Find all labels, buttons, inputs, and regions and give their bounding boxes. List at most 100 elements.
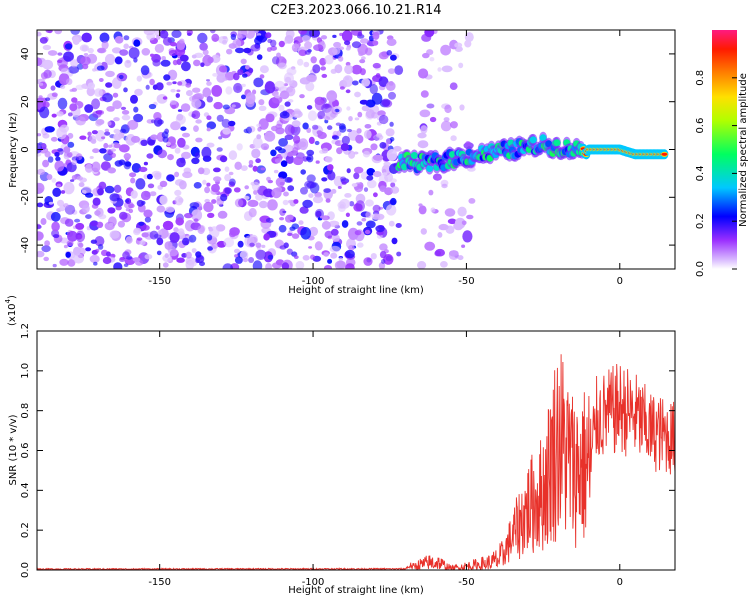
x-tick-label: 0	[617, 276, 623, 287]
heatmap-speckle	[220, 193, 228, 202]
heatmap-speckle	[310, 254, 316, 260]
heatmap-speckle	[357, 111, 363, 118]
heatmap-speckle	[306, 105, 313, 110]
heatmap-speckle	[206, 127, 211, 132]
heatmap-speckle	[388, 220, 395, 227]
heatmap-speckle	[37, 168, 45, 175]
heatmap-speckle	[261, 244, 266, 248]
heatmap-speckle	[37, 250, 45, 258]
heatmap-speckle	[160, 59, 171, 67]
heatmap-speckle	[278, 62, 287, 70]
heatmap-speckle	[130, 190, 138, 199]
heatmap-axes: -150 -100 -50 0 -40 -20 0 20 40	[20, 30, 675, 287]
heatmap-speckle	[366, 168, 376, 176]
heatmap-speckle	[255, 35, 264, 41]
colorbar-ticks: 0.0 0.2 0.4 0.6 0.8	[695, 70, 737, 277]
heatmap-speckle	[335, 122, 342, 126]
heatmap-speckle	[68, 65, 80, 74]
x-tick-label: -150	[148, 276, 171, 287]
heatmap-speckle	[420, 228, 427, 235]
heatmap-speckle	[73, 246, 81, 256]
heatmap-speckle	[113, 184, 122, 193]
heatmap-speckle	[321, 220, 331, 230]
heatmap-speckle	[353, 151, 359, 155]
heatmap-speckle	[52, 263, 57, 268]
heatmap-speckle	[143, 209, 153, 218]
heatmap-speckle	[109, 193, 120, 202]
heatmap-speckle	[265, 217, 274, 223]
heatmap-speckle	[85, 214, 92, 220]
heatmap-speckle	[42, 159, 50, 168]
heatmap-speckle	[222, 127, 231, 135]
heatmap-speckle	[192, 87, 201, 93]
heatmap-speckle	[248, 257, 255, 263]
heatmap-speckle	[194, 52, 204, 58]
heatmap-speckle	[257, 126, 262, 132]
heatmap-speckle	[386, 149, 398, 161]
heatmap-speckle	[385, 81, 396, 91]
heatmap-speckle	[304, 50, 311, 55]
heatmap-speckle	[317, 110, 326, 120]
heatmap-speckle	[284, 101, 291, 107]
heatmap-speckle	[278, 104, 285, 112]
heatmap-speckle	[174, 195, 184, 206]
heatmap-speckle	[114, 56, 123, 65]
heatmap-speckle	[42, 44, 52, 51]
heatmap-speckle	[53, 234, 60, 239]
heatmap-speckle	[206, 121, 217, 130]
heatmap-speckle	[101, 40, 109, 50]
heatmap-speckle	[354, 91, 361, 98]
heatmap-speckle	[181, 61, 191, 72]
heatmap-speckle	[354, 166, 364, 174]
heatmap-speckle	[459, 104, 465, 111]
heatmap-speckle	[182, 171, 193, 179]
heatmap-speckle	[138, 166, 148, 173]
heatmap-speckle	[395, 223, 402, 228]
heatmap-speckle	[390, 197, 397, 206]
heatmap-speckle	[104, 53, 116, 66]
heatmap-speckle	[102, 93, 113, 103]
heatmap-speckle	[213, 101, 223, 110]
heatmap-speckle	[239, 250, 249, 261]
heatmap-speckle	[70, 59, 78, 68]
heatmap-speckle	[48, 201, 54, 205]
heatmap-speckle	[180, 126, 187, 131]
heatmap-speckle	[457, 206, 467, 217]
heatmap-speckle	[216, 73, 226, 83]
heatmap-speckle	[270, 149, 277, 157]
heatmap-speckle	[307, 110, 318, 121]
heatmap-speckle	[444, 208, 456, 217]
heatmap-speckle	[136, 75, 142, 82]
heatmap-speckle	[66, 78, 73, 85]
heatmap-speckle	[50, 136, 58, 142]
heatmap-speckle	[389, 121, 394, 127]
heatmap-speckle	[332, 135, 340, 140]
heatmap-speckle	[332, 234, 340, 242]
heatmap-speckle	[370, 253, 377, 260]
heatmap-speckle	[458, 62, 464, 69]
heatmap-speckle	[300, 169, 307, 175]
heatmap-speckle	[253, 77, 264, 88]
heatmap-speckle	[188, 260, 197, 267]
heatmap-speckle	[314, 241, 323, 251]
heatmap-speckle	[133, 113, 144, 123]
heatmap-speckle	[354, 117, 360, 121]
heatmap-speckle	[206, 81, 212, 86]
heatmap-speckle	[63, 203, 69, 208]
heatmap-speckle	[168, 49, 178, 57]
heatmap-speckle	[231, 104, 236, 108]
snr-multiplier: (x104)	[4, 295, 18, 326]
heatmap-speckle	[106, 106, 115, 112]
heatmap-speckle	[67, 230, 78, 242]
heatmap-speckle	[154, 43, 165, 53]
heatmap-speckle	[146, 173, 153, 180]
heatmap-speckle	[266, 47, 272, 52]
heatmap-speckle	[63, 51, 74, 62]
heatmap-speckle	[92, 148, 100, 154]
heatmap-speckle	[71, 87, 78, 92]
heatmap-speckle	[341, 220, 349, 228]
heatmap-speckle	[92, 68, 97, 72]
heatmap-speckle	[284, 177, 293, 183]
snr-background	[37, 331, 675, 570]
heatmap-speckle	[193, 59, 201, 67]
